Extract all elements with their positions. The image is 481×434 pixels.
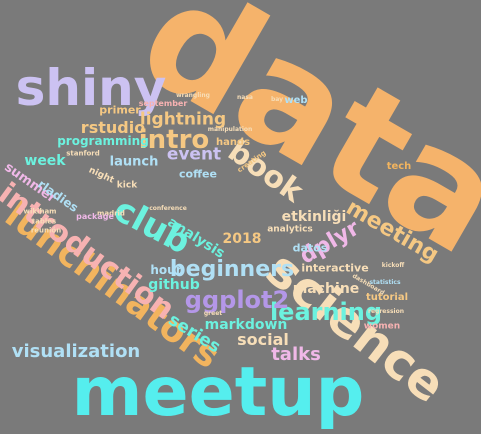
- word-week: week: [24, 153, 66, 169]
- word-kickoff: kickoff: [381, 262, 405, 269]
- word-wrangling: wrangling: [176, 92, 210, 99]
- word-programming: programming: [57, 134, 149, 148]
- word-intro: intro: [138, 125, 210, 155]
- word-greet: greet: [203, 310, 223, 317]
- word-machine: machine: [292, 281, 360, 297]
- word-tutorial: tutorial: [365, 292, 409, 303]
- word-tables: tables: [31, 217, 57, 226]
- word-hour: hour: [150, 263, 182, 277]
- word-coffee: coffee: [179, 167, 217, 181]
- word-datos: datos: [292, 241, 328, 255]
- word-package: package: [76, 212, 114, 221]
- word-manipulation: manipulation: [207, 126, 253, 133]
- word-etkinligi: etkinliği: [281, 209, 347, 225]
- word-regression: regression: [368, 308, 404, 315]
- word-rstudio: rstudio: [80, 118, 146, 137]
- word-bay: bay: [270, 96, 284, 103]
- word-github: github: [148, 277, 200, 293]
- word-web: web: [284, 95, 308, 106]
- word-2018: 2018: [222, 231, 262, 247]
- word-analytics: analytics: [267, 224, 313, 235]
- word-visualization: visualization: [11, 341, 141, 362]
- word-shiny: shiny: [15, 59, 167, 117]
- word-nasa: nasa: [237, 94, 253, 101]
- word-wikiham: wikiham: [23, 207, 57, 216]
- word-hands: hands: [215, 137, 251, 148]
- word-social: social: [237, 330, 289, 349]
- word-lightning: lightning: [139, 109, 227, 130]
- word-beginners: beginners: [169, 257, 295, 282]
- word-kick: kick: [116, 180, 138, 191]
- word-primer: primer: [99, 103, 141, 117]
- word-women: women: [363, 321, 401, 332]
- word-talks: talks: [271, 344, 321, 365]
- word-introduction: introduction: [0, 176, 181, 328]
- word-interactive: interactive: [301, 261, 369, 275]
- word-tech: tech: [386, 161, 412, 172]
- word-stanford: stanford: [66, 149, 100, 158]
- word-event: event: [166, 144, 222, 165]
- word-september: september: [138, 99, 188, 108]
- word-markdown: markdown: [204, 317, 288, 333]
- word-learning: learning: [269, 298, 383, 326]
- word-meetup: meetup: [71, 353, 365, 432]
- word-statistics: statistics: [369, 279, 401, 286]
- word-madrid: madrid: [97, 209, 125, 218]
- word-reunion: reunión: [30, 226, 62, 235]
- word-ggplot2: ggplot2: [184, 286, 290, 314]
- word-conference: conference: [149, 205, 187, 212]
- word-launch: launch: [109, 154, 159, 170]
